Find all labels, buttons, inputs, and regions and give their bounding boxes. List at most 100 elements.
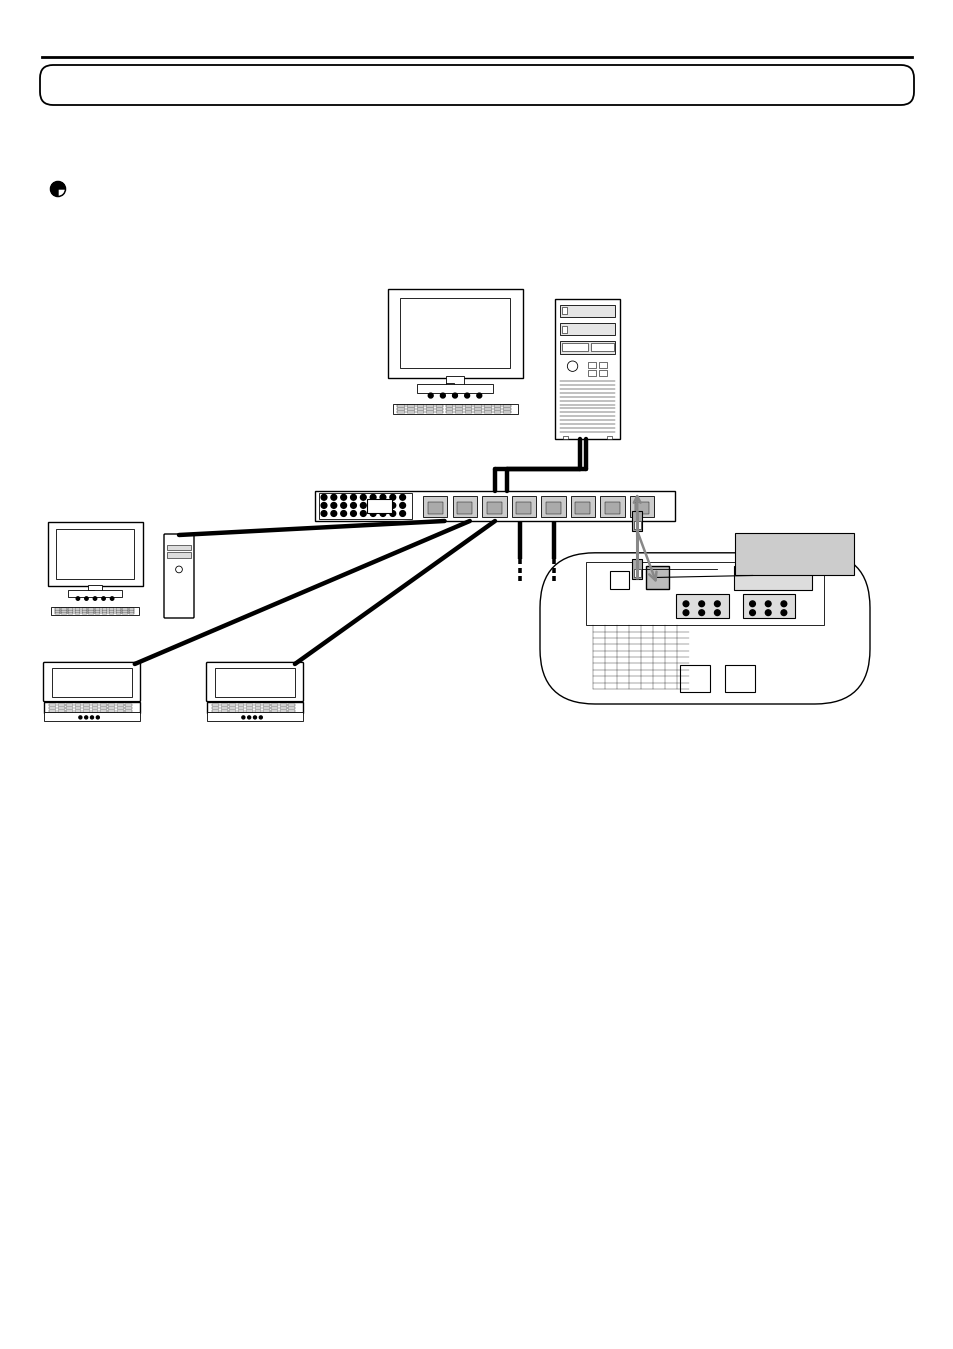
Circle shape	[321, 511, 327, 517]
Circle shape	[259, 716, 262, 719]
Bar	[61, 612, 67, 614]
Bar	[559, 305, 614, 317]
Bar	[254, 704, 261, 706]
Bar	[82, 610, 87, 612]
Bar	[263, 707, 270, 708]
Bar	[56, 529, 133, 579]
Bar	[122, 612, 128, 614]
Bar	[58, 710, 65, 712]
Bar	[50, 704, 56, 706]
Bar	[585, 563, 823, 626]
Bar	[54, 612, 60, 614]
Bar	[561, 308, 566, 314]
Bar	[125, 707, 132, 708]
Bar	[58, 707, 65, 708]
Bar	[246, 710, 253, 712]
Circle shape	[331, 511, 336, 517]
Bar	[229, 704, 235, 706]
Circle shape	[452, 393, 456, 398]
Bar	[570, 495, 595, 517]
Circle shape	[248, 716, 251, 719]
Circle shape	[340, 511, 346, 517]
Bar	[426, 407, 434, 410]
Circle shape	[764, 600, 770, 607]
Bar	[481, 495, 506, 517]
Circle shape	[76, 596, 79, 600]
Bar	[109, 608, 114, 610]
Circle shape	[85, 716, 88, 719]
Bar	[237, 707, 244, 708]
Bar	[61, 610, 67, 612]
Circle shape	[85, 596, 88, 600]
Bar	[407, 407, 415, 410]
Bar	[455, 410, 462, 413]
Circle shape	[390, 503, 395, 509]
Bar	[89, 584, 102, 591]
Circle shape	[102, 596, 105, 600]
Bar	[115, 610, 121, 612]
Circle shape	[764, 610, 770, 615]
Bar	[207, 701, 303, 712]
Bar	[207, 712, 303, 720]
Bar	[676, 594, 728, 618]
Bar	[68, 608, 73, 610]
Circle shape	[253, 716, 256, 719]
Bar	[102, 610, 107, 612]
Bar	[116, 707, 124, 708]
Bar	[52, 668, 132, 697]
Bar	[407, 410, 415, 413]
FancyBboxPatch shape	[206, 662, 303, 701]
Bar	[599, 495, 624, 517]
Bar	[44, 712, 140, 720]
Bar	[483, 407, 491, 410]
Circle shape	[93, 596, 96, 600]
Bar	[82, 612, 87, 614]
Bar	[397, 407, 405, 410]
Bar	[61, 608, 67, 610]
Bar	[102, 612, 107, 614]
Bar	[74, 608, 80, 610]
Bar	[483, 410, 491, 413]
Bar	[516, 502, 531, 514]
Bar	[288, 710, 294, 712]
Bar	[587, 362, 596, 368]
Circle shape	[351, 503, 356, 509]
Circle shape	[682, 600, 688, 607]
Bar	[445, 383, 454, 387]
Bar	[237, 710, 244, 712]
Bar	[494, 405, 500, 407]
Bar	[115, 608, 121, 610]
Bar	[74, 707, 81, 708]
Bar	[125, 710, 132, 712]
Bar	[606, 436, 612, 438]
Bar	[633, 521, 639, 529]
Bar	[89, 608, 93, 610]
Bar	[609, 571, 628, 588]
Bar	[83, 704, 90, 706]
Circle shape	[370, 495, 375, 500]
Bar	[559, 322, 614, 336]
Bar	[416, 407, 424, 410]
Circle shape	[51, 182, 66, 197]
Bar	[116, 704, 124, 706]
Bar	[116, 710, 124, 712]
Bar	[387, 289, 522, 378]
Bar	[742, 594, 795, 618]
Bar	[416, 384, 493, 394]
Wedge shape	[51, 182, 65, 196]
Bar	[428, 502, 442, 514]
Circle shape	[699, 610, 703, 615]
Bar	[632, 558, 641, 579]
Bar	[634, 502, 649, 514]
Bar	[100, 707, 107, 708]
Circle shape	[749, 610, 755, 615]
Bar	[83, 710, 90, 712]
Bar	[455, 405, 462, 407]
Bar	[58, 704, 65, 706]
Circle shape	[360, 503, 366, 509]
Circle shape	[331, 495, 336, 500]
Bar	[540, 495, 565, 517]
Circle shape	[321, 495, 327, 500]
Circle shape	[340, 503, 346, 509]
Bar	[436, 405, 443, 407]
